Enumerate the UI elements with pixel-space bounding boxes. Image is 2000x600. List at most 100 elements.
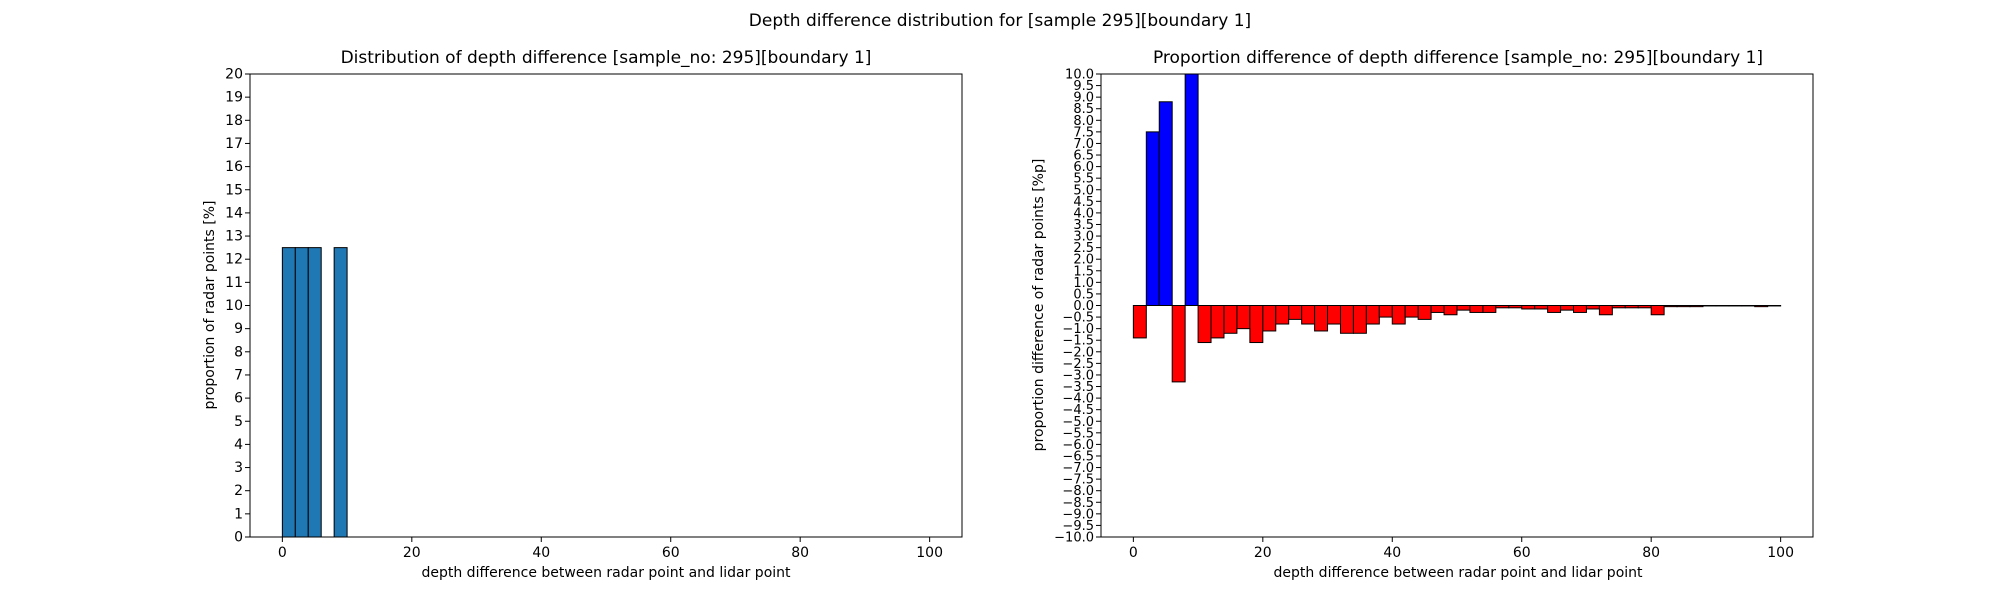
right-y-tick-label: 1.5 — [1073, 264, 1094, 279]
left-y-tick-label: 5 — [234, 414, 243, 430]
left-x-tick-label: 60 — [662, 545, 680, 561]
left-y-tick-label: 14 — [225, 205, 243, 221]
right-bar — [1573, 305, 1587, 313]
right-bar — [1611, 305, 1626, 309]
right-bar — [1339, 305, 1354, 334]
right-plot-area: 0 20 40 60 80 100 −10.0−9.5−9.0−8.5−8.0−7.5−7.… — [1054, 68, 1814, 561]
right-bar — [1158, 101, 1173, 306]
right-bar — [1495, 305, 1510, 309]
right-y-tick-label: −7.5 — [1062, 473, 1094, 488]
right-bar — [1275, 305, 1290, 325]
right-x-axis-label: depth difference between radar point and… — [1273, 565, 1643, 581]
right-bar — [1404, 305, 1419, 318]
right-bar — [1508, 305, 1523, 309]
right-y-tick-label: −2.0 — [1062, 345, 1094, 360]
left-y-axis-label: proportion of radar points [%] — [202, 200, 218, 409]
left-y-tick-label: 17 — [225, 136, 243, 152]
right-bar — [1547, 305, 1562, 313]
right-bar — [1689, 305, 1704, 308]
right-y-axis-label: proportion difference of radar points [%… — [1031, 159, 1047, 452]
right-y-tick-label: 3.0 — [1073, 230, 1094, 245]
right-y-tick-label: 0.0 — [1073, 299, 1094, 314]
left-y-tick-label: 6 — [234, 391, 243, 407]
left-y-tick-label: 8 — [234, 344, 243, 360]
right-y-tick-label: −3.0 — [1062, 368, 1094, 383]
right-bar — [1585, 305, 1600, 310]
left-y-tick-label: 2 — [234, 483, 243, 499]
right-y-tick-label: −1.0 — [1062, 322, 1094, 337]
right-y-tick-label: 3.5 — [1073, 218, 1094, 233]
right-bar — [1637, 305, 1652, 309]
left-y-tick-label: 7 — [234, 367, 243, 383]
right-bar — [1301, 305, 1316, 325]
left-x-axis-label: depth difference between radar point and… — [421, 565, 791, 581]
right-y-tick-label: 5.0 — [1073, 183, 1094, 198]
left-y-tick-label: 9 — [234, 321, 243, 337]
left-y-tick-label: 16 — [225, 159, 243, 175]
left-y-tick-label: 1 — [234, 506, 243, 522]
right-bar — [1132, 305, 1147, 339]
right-y-tick-label: −4.0 — [1062, 392, 1094, 407]
left-plot-area: 0 20 40 60 80 1000123456789101112131415161718… — [225, 67, 963, 561]
right-y-tick-label: 6.5 — [1073, 149, 1094, 164]
left-y-tick-label: 4 — [234, 437, 243, 453]
right-bar — [1754, 305, 1769, 308]
right-y-tick-label: −3.5 — [1062, 380, 1094, 395]
right-bar — [1417, 305, 1432, 320]
right-y-tick-label: 9.0 — [1073, 91, 1094, 106]
right-y-tick-label: 5.5 — [1073, 172, 1094, 187]
left-chart-title: Distribution of depth difference [sample… — [341, 48, 872, 68]
right-y-tick-label: −0.5 — [1062, 311, 1094, 326]
right-bar — [1145, 131, 1160, 306]
left-bar — [294, 247, 309, 538]
right-y-tick-label: 8.0 — [1073, 114, 1094, 129]
left-x-tick-label: 80 — [791, 545, 809, 561]
right-y-tick-label: 7.5 — [1073, 125, 1094, 140]
right-y-tick-label: 8.5 — [1073, 102, 1094, 117]
right-bar — [1171, 305, 1186, 383]
right-bar — [1378, 305, 1393, 318]
right-bar — [1430, 305, 1445, 313]
right-y-tick-label: −5.0 — [1062, 415, 1094, 430]
right-y-tick-label: −4.5 — [1062, 403, 1094, 418]
left-bar — [281, 247, 296, 538]
right-y-tick-label: 9.5 — [1073, 79, 1094, 94]
left-y-tick-label: 10 — [225, 298, 243, 314]
right-y-tick-label: −6.5 — [1062, 449, 1094, 464]
right-y-tick-label: 0.5 — [1073, 287, 1094, 302]
right-y-tick-label: −2.5 — [1062, 357, 1094, 372]
left-bar — [307, 247, 322, 538]
right-bar — [1288, 305, 1303, 320]
left-y-tick-label: 12 — [225, 252, 243, 268]
right-y-tick-label: 10.0 — [1065, 68, 1094, 83]
right-bar — [1534, 305, 1549, 310]
left-x-tick-label: 0 — [278, 545, 287, 561]
right-x-tick-label: 60 — [1513, 545, 1531, 561]
left-x-tick-label: 100 — [916, 545, 943, 561]
right-bar — [1236, 305, 1251, 330]
left-y-tick-label: 20 — [225, 67, 243, 83]
right-bar — [1521, 305, 1536, 310]
left-chart: Distribution of depth difference [sample… — [202, 48, 963, 581]
left-x-tick-label: 20 — [403, 545, 421, 561]
left-bar — [333, 247, 348, 538]
right-bar — [1314, 305, 1329, 332]
right-y-tick-label: −5.5 — [1062, 426, 1094, 441]
right-chart: Proportion difference of depth differenc… — [1031, 48, 1814, 581]
figure-suptitle: Depth difference distribution for [sampl… — [749, 11, 1251, 31]
right-x-tick-label: 40 — [1383, 545, 1401, 561]
right-y-tick-label: −9.5 — [1062, 519, 1094, 534]
right-y-tick-label: −10.0 — [1054, 531, 1094, 546]
right-y-tick-label: 2.0 — [1073, 253, 1094, 268]
right-bar — [1624, 305, 1639, 309]
right-bar — [1352, 305, 1367, 334]
left-y-tick-label: 15 — [225, 182, 243, 198]
right-y-tick-label: 4.0 — [1073, 206, 1094, 221]
left-y-tick-label: 3 — [234, 460, 243, 476]
right-bar — [1443, 305, 1458, 316]
right-bar — [1663, 305, 1678, 308]
right-y-tick-label: 7.0 — [1073, 137, 1094, 152]
right-y-tick-label: −1.5 — [1062, 334, 1094, 349]
left-y-tick-label: 13 — [225, 229, 243, 245]
